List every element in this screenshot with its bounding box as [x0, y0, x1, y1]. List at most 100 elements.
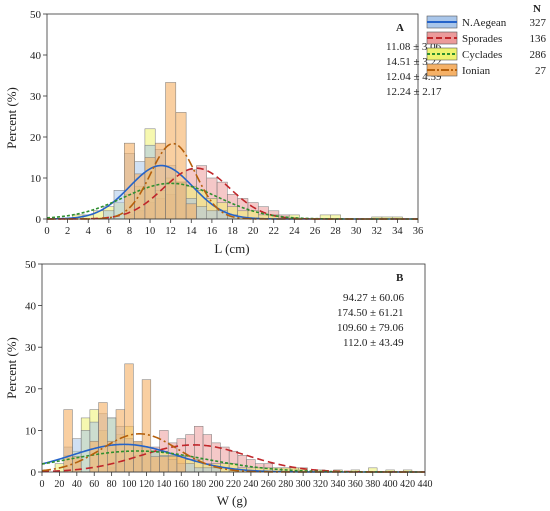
panel-a-curve-sporades: [47, 167, 418, 220]
panel-b-bar-ionian: [159, 456, 169, 473]
panel-b-bar-ionian: [124, 363, 134, 473]
panel-b-bar-ionian: [98, 402, 108, 473]
panel-a-x-tick-label: 32: [372, 226, 383, 237]
panel-b-stat-n-aegean: 94.27 ± 60.06: [343, 292, 405, 304]
panel-b-x-tick-label: 420: [400, 479, 415, 490]
panel-a-x-tick-label: 30: [351, 226, 362, 237]
panel-b-bar-n-aegean: [194, 467, 204, 473]
panel-a-x-tick-label: 20: [248, 226, 259, 237]
panel-b-x-tick-label: 220: [226, 479, 241, 490]
panel-b-bar-ionian: [141, 379, 152, 473]
panel-b-bar-ionian: [115, 409, 125, 473]
panel-b-x-tick-label: 180: [191, 479, 206, 490]
legend-count-cyclades: 286: [530, 49, 547, 61]
panel-a-x-tick-label: 2: [65, 226, 70, 237]
panel-a-x-tick-label: 4: [86, 226, 92, 237]
legend-item-n-aegean: N.Aegean 327: [426, 15, 547, 29]
panel-a-x-tick-label: 10: [145, 226, 156, 237]
panel-b-bar-n-aegean: [185, 463, 195, 473]
panel-b-bar-n-aegean: [202, 467, 212, 473]
panel-a-bar-ionian: [175, 112, 187, 220]
panel-a-x-tick-label: 0: [44, 226, 49, 237]
panel-a-bar-n-aegean: [206, 210, 218, 220]
panel-a-x-tick-label: 24: [289, 226, 300, 237]
panel-b-bar-ionian: [167, 456, 178, 473]
panel-a-x-tick-label: 12: [165, 226, 176, 237]
legend: N N.Aegean 327 Sporades 136 Cyclades 286…: [426, 3, 547, 77]
panel-b-y-tick-label: 10: [25, 425, 37, 437]
panel-b-stat-cyclades: 109.60 ± 79.06: [337, 322, 404, 334]
legend-count-n-aegean: 327: [530, 17, 547, 29]
panel-a-bar-n-aegean: [196, 206, 207, 220]
panel-b-x-tick-label: 360: [348, 479, 363, 490]
panel-b-y-tick-label: 30: [25, 342, 37, 354]
panel-b-x-tick-label: 20: [54, 479, 64, 490]
panel-a-curve-ionian: [47, 142, 418, 220]
panel-a-y-tick-label: 50: [30, 9, 42, 21]
panel-a-x-tick-label: 6: [106, 226, 111, 237]
legend-item-cyclades: Cyclades 286: [426, 47, 547, 61]
panel-b-x-tick-label: 100: [122, 479, 137, 490]
panel-a-x-tick-label: 36: [413, 226, 424, 237]
panel-b-bar-ionian: [150, 456, 160, 473]
panel-b-x-tick-label: 400: [383, 479, 398, 490]
legend-item-ionian: Ionian 27: [426, 63, 547, 77]
panel-b-x-tick-label: 200: [209, 479, 224, 490]
panel-b-y-tick-label: 0: [31, 467, 37, 479]
legend-label-cyclades: Cyclades: [462, 49, 502, 61]
legend-item-sporades: Sporades 136: [426, 31, 547, 45]
panel-b-label: B: [396, 272, 404, 284]
panel-a-x-tick-label: 28: [330, 226, 341, 237]
panel-b-x-tick-label: 340: [330, 479, 345, 490]
panel-b-y-tick-label: 40: [25, 301, 37, 313]
panel-b-x-tick-label: 240: [243, 479, 258, 490]
panel-b-x-tick-label: 300: [296, 479, 311, 490]
panel-b-y-tick-label: 20: [25, 384, 37, 396]
panel-b-x-tick-label: 140: [156, 479, 171, 490]
panel-b-y-tick-label: 50: [25, 259, 37, 271]
legend-count-ionian: 27: [535, 65, 547, 77]
panel-a-x-tick-label: 18: [227, 226, 238, 237]
panel-a-bar-ionian: [165, 82, 177, 220]
panel-b-x-tick-label: 160: [174, 479, 189, 490]
panel-a-y-tick-label: 30: [30, 91, 42, 103]
legend-header: N: [533, 3, 541, 15]
panel-a-bar-ionian: [185, 203, 197, 220]
panel-a-x-tick-label: 22: [268, 226, 279, 237]
legend-count-sporades: 136: [530, 33, 547, 45]
panel-a-y-tick-label: 0: [36, 214, 42, 226]
panel-a-y-tick-label: 20: [30, 132, 42, 144]
panel-b-x-tick-label: 80: [107, 479, 117, 490]
panel-a-x-axis-label: L (cm): [214, 241, 249, 256]
panel-b-x-tick-label: 440: [418, 479, 433, 490]
panel-a-x-tick-label: 16: [207, 226, 218, 237]
panel-a-plot-frame: [46, 13, 419, 220]
panel-a-y-tick-label: 10: [30, 173, 42, 185]
panel-b-chart: 0 10 20 30 40 50 0 20 40 60 80 100 120 140 160 180 200 22…: [4, 259, 433, 508]
panel-b-stat-ionian: 112.0 ± 43.49: [343, 337, 404, 349]
panel-b-y-axis-label: Percent (%): [4, 337, 19, 399]
panel-a-label: A: [396, 22, 404, 34]
panel-b-x-tick-label: 260: [261, 479, 276, 490]
panel-a-bar-ionian: [154, 142, 166, 220]
panel-a-x-tick-label: 34: [392, 226, 403, 237]
panel-b-x-tick-label: 40: [72, 479, 82, 490]
legend-label-ionian: Ionian: [462, 65, 491, 77]
panel-b-x-tick-label: 120: [139, 479, 154, 490]
legend-label-sporades: Sporades: [462, 33, 502, 45]
panel-b-x-axis-label: W (g): [217, 493, 247, 508]
panel-a-x-tick-label: 26: [310, 226, 321, 237]
panel-b-bar-ionian: [176, 456, 186, 473]
panel-a-x-tick-label: 8: [127, 226, 132, 237]
panel-b-x-tick-label: 320: [313, 479, 328, 490]
panel-a-stat-ionian: 12.24 ± 2.17: [386, 86, 442, 98]
panel-b-x-tick-label: 0: [40, 479, 45, 490]
panel-b-x-tick-label: 380: [365, 479, 380, 490]
panel-a-y-axis-label: Percent (%): [4, 87, 19, 149]
panel-a-y-tick-label: 40: [30, 50, 42, 62]
legend-label-n-aegean: N.Aegean: [462, 17, 507, 29]
panel-b-bar-ionian: [63, 409, 73, 473]
panel-b-stat-sporades: 174.50 ± 61.21: [337, 307, 404, 319]
